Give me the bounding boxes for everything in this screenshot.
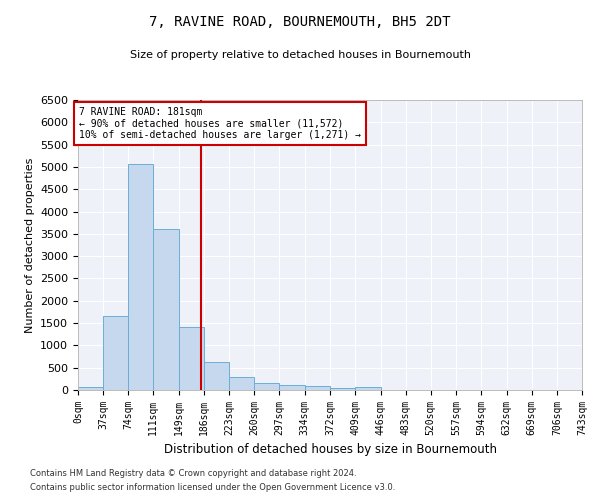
- Bar: [280, 385, 305, 390]
- Bar: [355, 388, 380, 390]
- Bar: [78, 386, 103, 390]
- Text: 7, RAVINE ROAD, BOURNEMOUTH, BH5 2DT: 7, RAVINE ROAD, BOURNEMOUTH, BH5 2DT: [149, 15, 451, 29]
- Bar: [153, 230, 179, 390]
- Text: Contains public sector information licensed under the Open Government Licence v3: Contains public sector information licen…: [30, 484, 395, 492]
- Bar: [128, 164, 153, 390]
- Text: Size of property relative to detached houses in Bournemouth: Size of property relative to detached ho…: [130, 50, 470, 60]
- Bar: [103, 316, 128, 390]
- Text: Contains HM Land Registry data © Crown copyright and database right 2024.: Contains HM Land Registry data © Crown c…: [30, 468, 356, 477]
- Bar: [229, 377, 254, 390]
- Bar: [305, 386, 331, 390]
- Bar: [254, 383, 280, 390]
- Bar: [331, 388, 355, 390]
- Bar: [204, 362, 229, 390]
- Bar: [179, 326, 204, 390]
- X-axis label: Distribution of detached houses by size in Bournemouth: Distribution of detached houses by size …: [163, 444, 497, 456]
- Y-axis label: Number of detached properties: Number of detached properties: [25, 158, 35, 332]
- Text: 7 RAVINE ROAD: 181sqm
← 90% of detached houses are smaller (11,572)
10% of semi-: 7 RAVINE ROAD: 181sqm ← 90% of detached …: [79, 106, 361, 140]
